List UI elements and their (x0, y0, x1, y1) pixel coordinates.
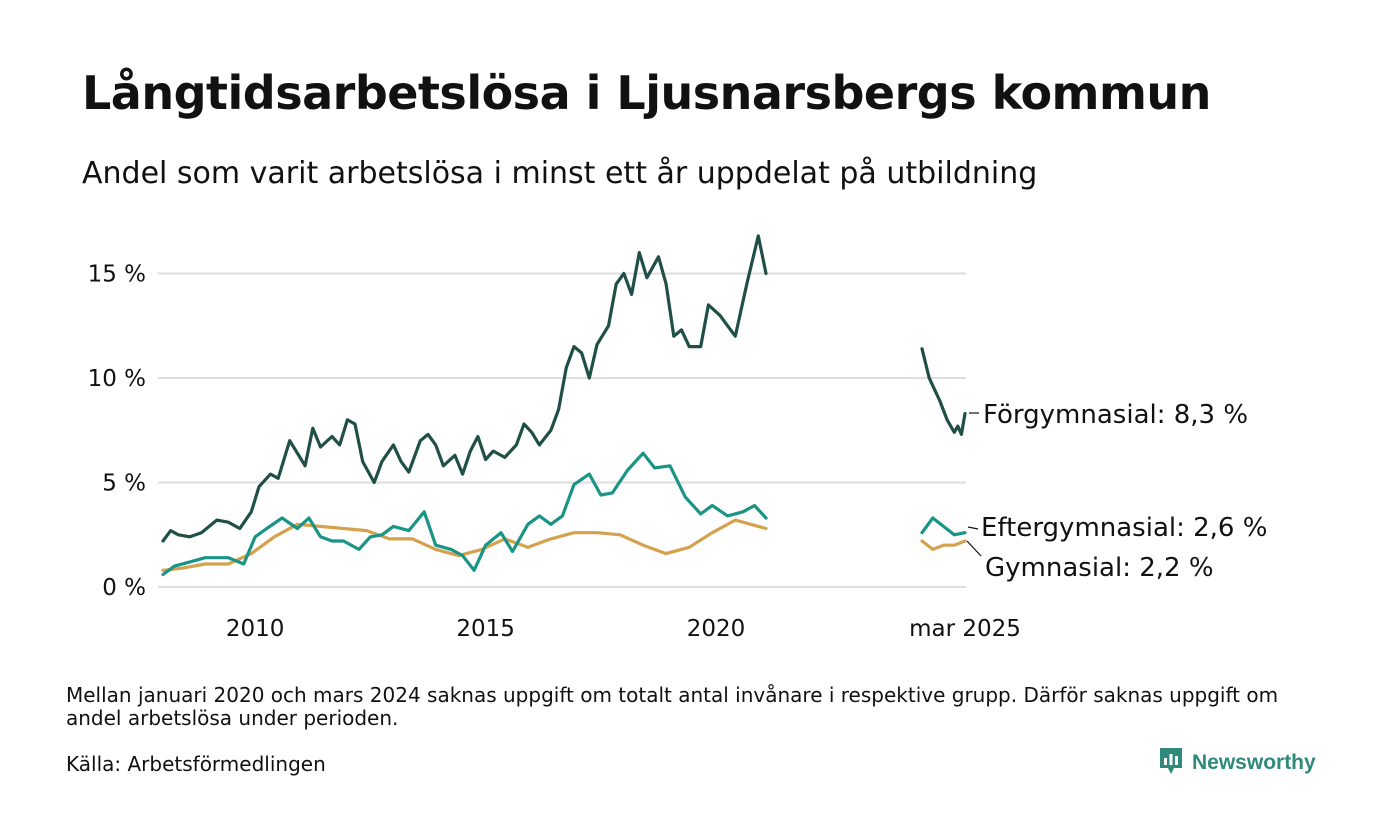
y-tick-label: 10 % (88, 366, 146, 392)
series-line (920, 347, 967, 436)
chart-title: Långtidsarbetslösa i Ljusnarsbergs kommu… (82, 66, 1211, 120)
y-tick-label: 0 % (102, 575, 146, 601)
brand: Newsworthy (1158, 746, 1316, 780)
y-tick-label: 15 % (88, 262, 146, 288)
series-line (920, 516, 967, 537)
source-text: Källa: Arbetsförmedlingen (66, 752, 326, 776)
series-end-label: Förgymnasial: 8,3 % (983, 400, 1248, 430)
series-förgymnasial (161, 234, 967, 543)
series-line (161, 234, 768, 543)
y-tick-label: 5 % (102, 471, 146, 497)
series-line (161, 518, 768, 572)
newsworthy-logo-icon (1158, 746, 1184, 780)
footnote: Mellan januari 2020 och mars 2024 saknas… (66, 683, 1279, 730)
x-tick-label: 2015 (456, 616, 515, 642)
series-line (161, 451, 768, 577)
line-chart: 0 % 5 % 10 % 15 % 2010 2015 2020 mar 2025 Förgym… (88, 234, 1267, 642)
series-gymnasial (161, 518, 967, 572)
label-leader-line (967, 526, 979, 530)
x-tick-label: mar 2025 (909, 616, 1021, 642)
series-eftergymnasial (161, 451, 967, 577)
brand-name: Newsworthy (1192, 751, 1316, 774)
chart-subtitle: Andel som varit arbetslösa i minst ett å… (82, 156, 1038, 191)
series-line (920, 539, 967, 551)
series-end-label: Gymnasial: 2,2 % (985, 553, 1214, 583)
label-leader-line (966, 540, 982, 557)
x-tick-label: 2010 (226, 616, 285, 642)
series-end-label: Eftergymnasial: 2,6 % (981, 513, 1267, 543)
x-tick-label: 2020 (687, 616, 746, 642)
